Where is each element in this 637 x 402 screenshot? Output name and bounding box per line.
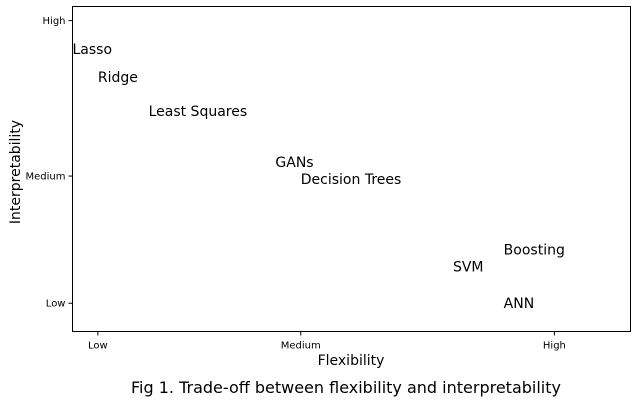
y-tick-label: Low bbox=[46, 299, 66, 310]
x-tick-label: Medium bbox=[281, 341, 321, 352]
y-axis-ticks: Low Medium High bbox=[26, 16, 73, 310]
y-axis-label: Interpretability bbox=[8, 120, 24, 224]
point-label: Decision Trees bbox=[301, 172, 402, 188]
x-axis-label: Flexibility bbox=[318, 353, 385, 369]
point-label: Boosting bbox=[504, 243, 565, 259]
plot-frame bbox=[72, 6, 631, 332]
point-label: Ridge bbox=[98, 70, 138, 86]
point-label: Lasso bbox=[73, 42, 113, 58]
x-axis-ticks: Low Medium High bbox=[88, 331, 566, 352]
point-label: ANN bbox=[504, 296, 535, 312]
point-label: SVM bbox=[453, 260, 484, 276]
y-tick-label: High bbox=[43, 16, 66, 27]
x-tick-label: Low bbox=[88, 341, 108, 352]
point-label: Least Squares bbox=[149, 104, 248, 120]
figure-caption: Fig 1. Trade-off between flexibility and… bbox=[131, 378, 561, 397]
x-tick-label: High bbox=[543, 341, 566, 352]
y-tick-label: Medium bbox=[26, 172, 66, 183]
point-label: GANs bbox=[275, 155, 313, 171]
